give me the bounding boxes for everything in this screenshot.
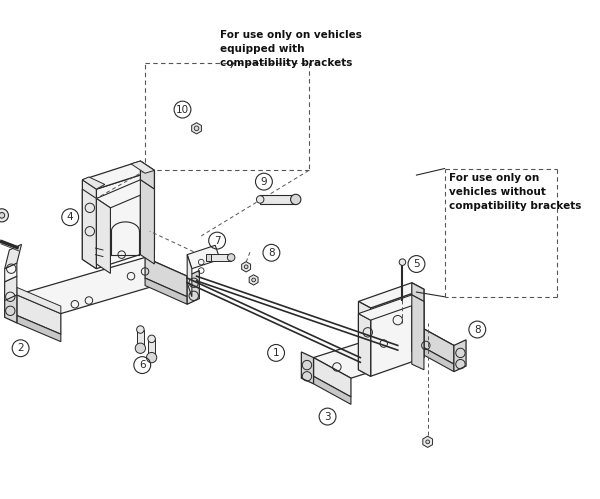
Polygon shape <box>5 263 17 282</box>
Text: 7: 7 <box>214 236 220 246</box>
Polygon shape <box>17 295 61 334</box>
Text: 3: 3 <box>324 412 331 422</box>
Circle shape <box>0 213 5 218</box>
Polygon shape <box>242 261 251 272</box>
Text: 9: 9 <box>260 177 267 187</box>
Circle shape <box>194 126 199 131</box>
Text: 4: 4 <box>67 212 74 222</box>
Polygon shape <box>358 313 371 376</box>
Polygon shape <box>131 161 154 173</box>
Circle shape <box>426 440 430 444</box>
Polygon shape <box>187 270 199 304</box>
Polygon shape <box>191 123 202 134</box>
Circle shape <box>227 253 235 261</box>
Polygon shape <box>97 171 154 268</box>
Polygon shape <box>314 358 351 397</box>
Text: 2: 2 <box>17 343 24 353</box>
Circle shape <box>290 194 301 205</box>
Text: 6: 6 <box>139 360 146 370</box>
Polygon shape <box>358 301 371 376</box>
Polygon shape <box>137 329 144 348</box>
Polygon shape <box>423 436 433 448</box>
Polygon shape <box>145 257 187 297</box>
Polygon shape <box>5 276 17 300</box>
Polygon shape <box>211 254 231 261</box>
Polygon shape <box>206 254 211 261</box>
Circle shape <box>256 196 264 203</box>
Polygon shape <box>17 315 61 342</box>
Polygon shape <box>249 275 258 285</box>
Circle shape <box>137 326 144 333</box>
Text: For use only on
vehicles without
compatibility brackets: For use only on vehicles without compati… <box>449 173 581 211</box>
Polygon shape <box>412 283 424 358</box>
Polygon shape <box>301 352 314 384</box>
Polygon shape <box>371 289 424 376</box>
Text: 8: 8 <box>268 248 275 258</box>
Circle shape <box>399 259 406 265</box>
Circle shape <box>0 209 8 222</box>
Polygon shape <box>82 161 154 189</box>
Polygon shape <box>140 180 154 264</box>
Polygon shape <box>5 282 17 323</box>
Polygon shape <box>314 325 454 378</box>
Circle shape <box>244 265 248 268</box>
Text: For use only on vehicles
equipped with
compatibility brackets: For use only on vehicles equipped with c… <box>220 30 362 68</box>
Polygon shape <box>145 278 187 304</box>
Polygon shape <box>97 180 154 208</box>
Polygon shape <box>454 340 466 372</box>
Polygon shape <box>82 189 97 268</box>
Polygon shape <box>358 283 424 308</box>
Polygon shape <box>187 254 192 297</box>
Polygon shape <box>17 257 187 313</box>
Text: 1: 1 <box>273 348 280 358</box>
Circle shape <box>146 352 157 363</box>
Polygon shape <box>82 177 105 189</box>
Polygon shape <box>17 287 61 313</box>
Polygon shape <box>187 246 220 268</box>
Circle shape <box>252 278 256 282</box>
Text: 8: 8 <box>474 324 481 334</box>
Polygon shape <box>358 295 424 320</box>
Polygon shape <box>416 325 454 364</box>
Polygon shape <box>5 245 22 268</box>
Polygon shape <box>416 343 454 372</box>
Polygon shape <box>140 161 154 250</box>
Polygon shape <box>97 199 110 273</box>
Text: 10: 10 <box>176 105 189 115</box>
Text: 5: 5 <box>413 259 420 269</box>
Polygon shape <box>314 376 351 404</box>
Polygon shape <box>148 339 155 358</box>
Circle shape <box>135 343 146 353</box>
Polygon shape <box>260 195 296 204</box>
Polygon shape <box>412 295 424 370</box>
Circle shape <box>148 335 155 343</box>
Polygon shape <box>82 180 97 268</box>
